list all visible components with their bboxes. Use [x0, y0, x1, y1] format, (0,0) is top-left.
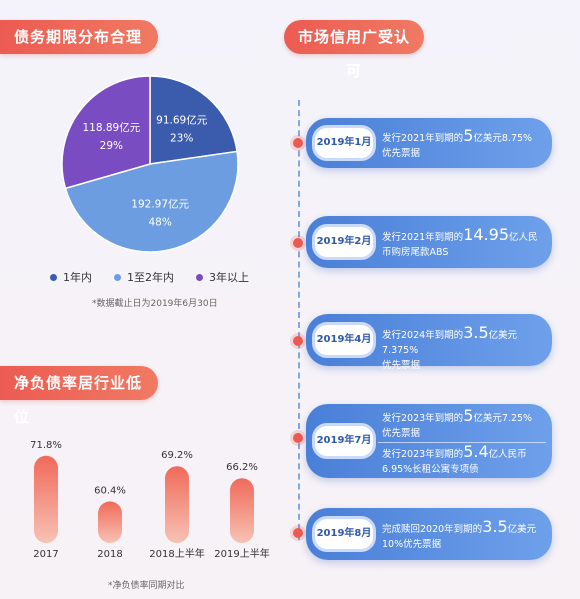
event-text-post: 亿美元	[507, 524, 537, 535]
timeline-dot	[293, 528, 303, 538]
pie-value-label: 118.89亿元	[82, 121, 140, 134]
bar	[165, 466, 189, 543]
legend-item-1-to-2-years: 1至2年内	[114, 269, 174, 285]
legend-item-over-3-years: 3年以上	[196, 269, 249, 285]
pie-slice	[61, 75, 151, 190]
pie-percent-label: 23%	[170, 132, 193, 144]
timeline-dot	[293, 138, 303, 148]
pie-value-label: 192.97亿元	[131, 197, 189, 210]
timeline-card: 2019年1月 发行2021年到期的5亿美元8.75% 优先票据	[306, 118, 552, 168]
timeline-card: 2019年7月 发行2023年到期的5亿美元7.25% 优先票据 发行2023年…	[306, 404, 552, 478]
pie-slice	[149, 75, 238, 165]
date-badge: 2019年1月	[312, 125, 376, 161]
pie-value-label: 91.69亿元	[156, 113, 208, 126]
event-text-line2: 10%优先票据	[382, 539, 442, 550]
event-text-pre: 发行2023年到期的	[382, 413, 464, 424]
event-text-pre: 发行2021年到期的	[382, 232, 464, 243]
event-text-pre: 发行2023年到期的	[382, 449, 464, 460]
timeline-dot	[293, 238, 303, 248]
bar	[34, 455, 58, 543]
bar-value-label: 60.4%	[94, 485, 126, 496]
timeline-card: 2019年2月 发行2021年到期的14.95亿人民 币购房尾款ABS	[306, 216, 552, 268]
legend-label: 1至2年内	[127, 271, 174, 284]
event-text-pre: 发行2024年到期的	[382, 330, 464, 341]
pie-percent-label: 29%	[100, 140, 123, 152]
date-badge: 2019年2月	[312, 224, 376, 260]
net-debt-ratio-bar-chart: 71.8% 2017 60.4% 2018 69.2% 2018上半年 66.2% 2019上…	[30, 440, 270, 560]
pie-percent-label: 48%	[149, 216, 172, 228]
event-text-line2: 优先票据	[382, 428, 421, 439]
event-text: 发行2021年到期的5亿美元8.75% 优先票据	[382, 128, 542, 161]
date-badge: 2019年4月	[312, 322, 376, 358]
date-badge: 2019年7月	[312, 423, 376, 459]
date-badge: 2019年8月	[312, 516, 376, 552]
legend-swatch	[50, 273, 57, 281]
legend-swatch	[114, 273, 121, 281]
event-text: 发行2024年到期的3.5亿美元7.375% 优先票据	[382, 325, 542, 373]
debt-maturity-title: 债务期限分布合理	[0, 20, 158, 54]
event-text-pre: 完成赎回2020年到期的	[382, 524, 483, 535]
event-text-post: 亿美元8.75%	[473, 133, 533, 144]
card-separator	[378, 442, 546, 443]
bar-value-label: 66.2%	[226, 462, 258, 473]
event-text-line2: 6.95%长租公寓专项债	[382, 464, 479, 475]
event-amount: 3.5	[482, 517, 508, 536]
pie-legend: 1年内 1至2年内 3年以上	[50, 269, 249, 285]
timeline-line	[298, 100, 300, 540]
legend-label: 3年以上	[209, 271, 249, 284]
event-text-post: 亿人民币	[488, 449, 527, 460]
timeline-dot	[293, 336, 303, 346]
event-text-pre: 发行2021年到期的	[382, 133, 464, 144]
bar-category-label: 2017	[33, 549, 58, 560]
event-text-post: 亿美元7.25%	[473, 413, 533, 424]
bar-footnote: *净负债率同期对比	[108, 581, 185, 591]
bar	[230, 478, 254, 543]
market-credit-title: 市场信用广受认可	[284, 20, 424, 80]
event-amount: 14.95	[463, 225, 509, 244]
pie-footnote: *数据截止日为2019年6月30日	[92, 299, 218, 309]
event-text-post: 亿美元7.375%	[382, 330, 518, 356]
event-text-line2: 优先票据	[382, 148, 421, 159]
bar-category-label: 2018	[97, 549, 122, 560]
event-text-line2: 优先票据	[382, 360, 421, 371]
legend-label: 1年内	[63, 271, 92, 284]
bar	[98, 501, 122, 543]
legend-swatch	[196, 273, 203, 281]
event-text: 发行2023年到期的5亿美元7.25% 优先票据	[382, 408, 542, 441]
bar-value-label: 69.2%	[161, 450, 193, 461]
timeline-card: 2019年8月 完成赎回2020年到期的3.5亿美元 10%优先票据	[306, 508, 552, 560]
event-amount: 5	[463, 126, 474, 145]
debt-maturity-pie-chart: 91.69亿元 23% 192.97亿元 48% 118.89亿元 29%	[61, 75, 239, 253]
bar-category-label: 2018上半年	[149, 547, 204, 560]
event-text: 发行2021年到期的14.95亿人民 币购房尾款ABS	[382, 227, 542, 260]
event-text: 发行2023年到期的5.4亿人民币 6.95%长租公寓专项债	[382, 444, 542, 477]
timeline-card: 2019年4月 发行2024年到期的3.5亿美元7.375% 优先票据	[306, 314, 552, 371]
event-amount: 5	[463, 406, 474, 425]
event-text: 完成赎回2020年到期的3.5亿美元 10%优先票据	[382, 519, 542, 552]
timeline-dot	[293, 433, 303, 443]
legend-item-within-1-year: 1年内	[50, 269, 92, 285]
event-text-line2: 币购房尾款ABS	[382, 247, 449, 258]
event-amount: 5.4	[463, 442, 489, 461]
event-text-post: 亿人民	[509, 232, 538, 243]
event-amount: 3.5	[463, 323, 489, 342]
bar-category-label: 2019上半年	[214, 547, 269, 560]
net-debt-title: 净负债率居行业低位	[0, 366, 158, 426]
bar-value-label: 71.8%	[30, 440, 62, 451]
